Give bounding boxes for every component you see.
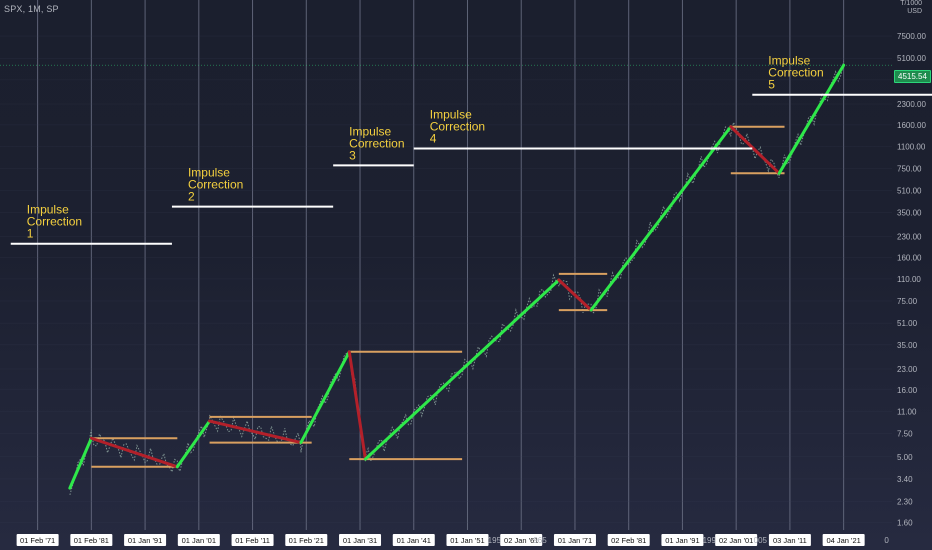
correction-wave-line [208,419,303,445]
price-axis-tick: 230.00 [897,233,922,242]
wave-label-line: 2 [188,190,195,204]
time-axis-tick-box [607,534,650,546]
impulse-wave-line [299,350,351,445]
time-axis-tick: 01 Jan '71 [558,536,592,545]
price-axis-tick: 1100.00 [897,142,926,151]
time-axis-tick: 01 Feb '71 [20,536,55,545]
price-axis-tick: 16.00 [897,386,918,395]
time-axis-tick-box [70,534,113,546]
price-axis-tick: 1.60 [897,518,913,527]
correction-wave-line [729,125,781,175]
time-axis-tick: 01 Jan '41 [397,536,431,545]
wave-label-line: Correction [430,119,485,133]
time-axis-tick: 02 Jan '01 [719,536,753,545]
price-axis-tick: 7500.00 [897,32,926,41]
correction-wave-line [89,436,179,469]
correction-wave-line [347,350,367,461]
time-axis-tick: 01 Jan '91 [128,536,162,545]
price-axis-tick: 160.00 [897,253,922,262]
time-axis-tick-box [124,534,167,546]
price-axis-tick: 1600.00 [897,121,926,130]
time-axis-tick-box [715,534,758,546]
wave-label-line: 3 [349,148,356,162]
time-axis-tick: 01 Feb '21 [289,536,324,545]
wave-layer [68,63,846,490]
time-axis-tick: 02 Feb '81 [611,536,646,545]
price-axis-tick: 350.00 [897,208,922,217]
wave-label-line: 5 [768,78,775,92]
time-axis-tick-box [500,534,543,546]
time-axis-tick-box [16,534,59,546]
wave-label-line: Impulse [27,203,69,217]
range-box-layer [91,125,785,468]
time-axis-tick: 01 Feb '11 [235,536,270,545]
time-axis-tick-box [285,534,328,546]
price-axis-tick: 510.00 [897,187,922,196]
impulse-wave-line [589,125,733,312]
currency-top-label: T/1000 [900,0,922,7]
wave-label-line: Correction [188,178,243,192]
price-axis-tick: 5100.00 [897,54,926,63]
time-axis-tick-box [446,534,489,546]
price-axis-tick: 51.00 [897,319,918,328]
price-axis-tick: 2.30 [897,497,913,506]
time-axis-tick-box [339,534,382,546]
time-axis-tick: 01 Jan '91 [665,536,699,545]
impulse-wave-line [363,278,561,461]
time-axis-tick-box [177,534,220,546]
last-price-badge: 4515.54 [894,70,931,83]
time-axis-tick-box [768,534,811,546]
symbol-label: SPX, 1M, SP [4,4,59,14]
price-axis-tick: 75.00 [897,297,918,306]
currency-label: T/1000 USD [900,0,922,16]
time-axis-partial-tick: 195 [488,536,502,545]
time-axis-partial-tick: 005 [754,536,768,545]
price-axis-tick: 750.00 [897,165,922,174]
price-axis-tick: 7.50 [897,429,913,438]
wave-label-line: 4 [430,131,437,145]
price-axis-tick: 5.00 [897,453,913,462]
time-axis-tick: 01 Jan '31 [343,536,377,545]
price-axis[interactable]: 7500.005100.003500.002300.001600.001100.… [897,32,926,527]
price-axis-tick: 23.00 [897,365,918,374]
wave-label-line: Correction [27,215,82,229]
price-axis-tick: 35.00 [897,341,918,350]
time-axis-tick-box [392,534,435,546]
annotation-layer: ImpulseCorrection1ImpulseCorrection2Impu… [10,54,932,245]
time-axis-tick-box [822,534,865,546]
price-axis-tick: 2300.00 [897,100,926,109]
price-axis-tick: 11.00 [897,407,917,416]
price-axis-tick: 110.00 [897,275,921,284]
time-axis-tick: 03 Jan '11 [773,536,807,545]
time-axis[interactable]: 01 Feb '71 01 Feb '81 01 Jan '91 01 Jan '01… [16,534,890,546]
wave-label-line: Impulse [349,124,391,138]
wave-label-line: Impulse [768,54,810,68]
time-axis-tick: 04 Jan '21 [826,536,860,545]
time-axis-tick: 02 Jan '61 [504,536,538,545]
wave-label-line: Correction [349,136,404,150]
impulse-wave-line [777,63,846,175]
time-axis-tick-box [231,534,274,546]
time-axis-tick: 01 Feb '81 [74,536,109,545]
time-axis-tick-box [661,534,704,546]
wave-label-line: Correction [768,66,823,80]
grid-layer [0,0,892,530]
time-axis-partial-tick: 965 [533,536,547,545]
wave-label-line: Impulse [188,166,230,180]
time-axis-partial-tick: 199 [703,536,717,545]
price-axis-tick: 3.40 [897,475,913,484]
wave-label-line: 1 [27,227,34,241]
currency-unit-label: USD [907,8,922,15]
wave-label-line: Impulse [430,107,472,121]
time-axis-partial-tick: 0 [884,536,889,545]
time-axis-tick: 01 Jan '01 [182,536,216,545]
correction-wave-line [557,278,593,312]
time-axis-tick-box [553,534,596,546]
impulse-wave-line [68,436,93,490]
impulse-wave-line [175,419,212,469]
time-axis-tick: 01 Jan '51 [450,536,484,545]
